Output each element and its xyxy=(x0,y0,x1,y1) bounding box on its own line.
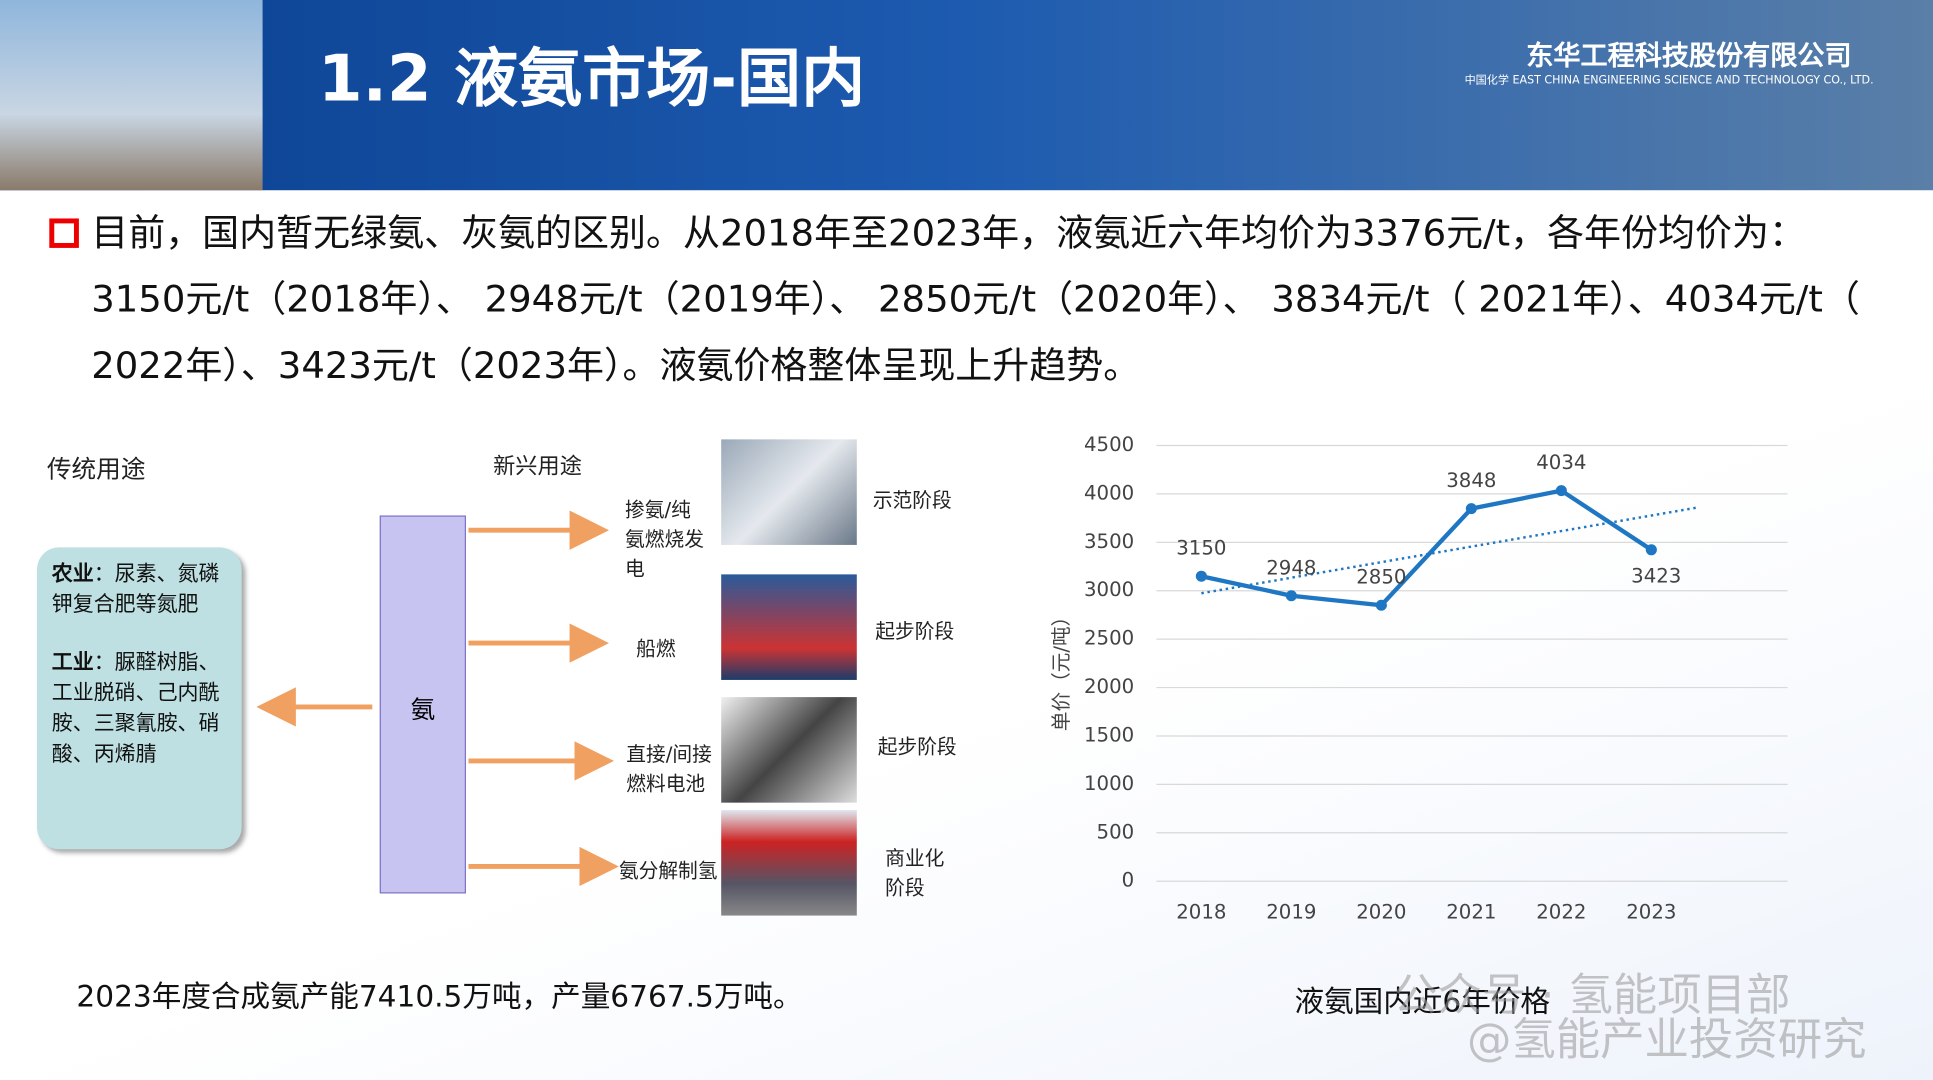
photo xyxy=(721,810,857,916)
photo xyxy=(721,439,857,545)
stage-label: 商业化阶段 xyxy=(885,846,945,900)
data-label: 3150 xyxy=(1176,537,1226,560)
point xyxy=(1375,599,1387,611)
x-tick-label: 2020 xyxy=(1356,901,1406,924)
x-tick-label: 2019 xyxy=(1266,901,1316,924)
y-tick-label: 2000 xyxy=(1084,675,1134,698)
x-tick-label: 2018 xyxy=(1176,901,1226,924)
chart-caption: 液氨国内近6年价格 xyxy=(1294,984,1550,1019)
x-tick-label: 2021 xyxy=(1446,901,1496,924)
section-label: 新兴用途 xyxy=(493,454,582,480)
point xyxy=(1195,570,1207,582)
use-label: 掺氨/纯氨燃烧发电 xyxy=(625,498,704,581)
watermark: @氢能产业投资研究 xyxy=(1467,1014,1867,1066)
y-tick-label: 1000 xyxy=(1084,772,1134,795)
agri-text: ：尿素、氮磷钾复合肥等氮肥 xyxy=(51,562,220,618)
y-tick-label: 4500 xyxy=(1084,433,1134,456)
x-tick-label: 2022 xyxy=(1536,901,1586,924)
y-axis-label: 单价（元/吨） xyxy=(1050,607,1073,731)
traditional-box: 农业：尿素、氮磷钾复合肥等氮肥 工业：脲醛树脂、工业脱硝、己内酰胺、三聚氰胺、硝… xyxy=(36,547,242,850)
footnote: 2023年度合成氨产能7410.5万吨，产量6767.5万吨。 xyxy=(76,979,803,1014)
center-label: 氨 xyxy=(410,694,436,725)
point xyxy=(1645,544,1657,556)
stage-label: 示范阶段 xyxy=(872,488,952,512)
company-name: 东华工程科技股份有限公司 xyxy=(1526,41,1852,73)
y-tick-label: 0 xyxy=(1122,869,1135,892)
watermark: 公众号 · 氢能项目部 xyxy=(1393,970,1791,1022)
bullet xyxy=(49,218,79,248)
slide-title: 1.2 液氨市场-国内 xyxy=(318,42,866,117)
y-tick-label: 3500 xyxy=(1084,530,1134,553)
data-label: 4034 xyxy=(1536,451,1586,474)
stage-label: 起步阶段 xyxy=(877,735,957,759)
y-tick-label: 3000 xyxy=(1084,578,1134,601)
point xyxy=(1555,485,1567,497)
line xyxy=(1200,488,1653,608)
section-label: 传统用途 xyxy=(46,454,146,484)
trendline xyxy=(1201,506,1697,595)
y-tick-label: 2500 xyxy=(1084,627,1134,650)
y-tick-label: 1500 xyxy=(1084,723,1134,746)
data-label: 2850 xyxy=(1356,566,1406,589)
stage-label: 起步阶段 xyxy=(875,619,955,644)
data-label: 3423 xyxy=(1631,564,1681,587)
header-band xyxy=(0,0,1933,191)
ammonia-box xyxy=(379,515,466,894)
y-tick-label: 4000 xyxy=(1084,481,1134,504)
point xyxy=(1465,503,1477,515)
point xyxy=(1285,590,1297,602)
photo xyxy=(721,574,857,680)
use-label: 氨分解制氢 xyxy=(618,859,718,883)
y-tick-label: 500 xyxy=(1097,820,1135,843)
arrows xyxy=(256,510,619,887)
header-photo xyxy=(0,0,263,191)
use-label: 船燃 xyxy=(636,636,676,661)
data-label: 2948 xyxy=(1266,556,1316,579)
company-subtitle: 中国化学 EAST CHINA ENGINEERING SCIENCE AND … xyxy=(1464,74,1874,88)
paragraph: 目前，国内暂无绿氨、灰氨的区别。从2018年至2023年，液氨近六年均价为337… xyxy=(91,212,1860,388)
data-label: 3848 xyxy=(1446,469,1496,492)
x-tick-label: 2023 xyxy=(1626,901,1676,924)
photo xyxy=(721,697,857,803)
agri-label: 农业 xyxy=(51,562,94,587)
ind-text: ：脲醛树脂、工业脱硝、己内酰胺、三聚氰胺、硝酸、丙烯腈 xyxy=(51,650,220,768)
use-label: 直接/间接燃料电池 xyxy=(626,742,712,796)
ind-label: 工业 xyxy=(51,650,94,676)
